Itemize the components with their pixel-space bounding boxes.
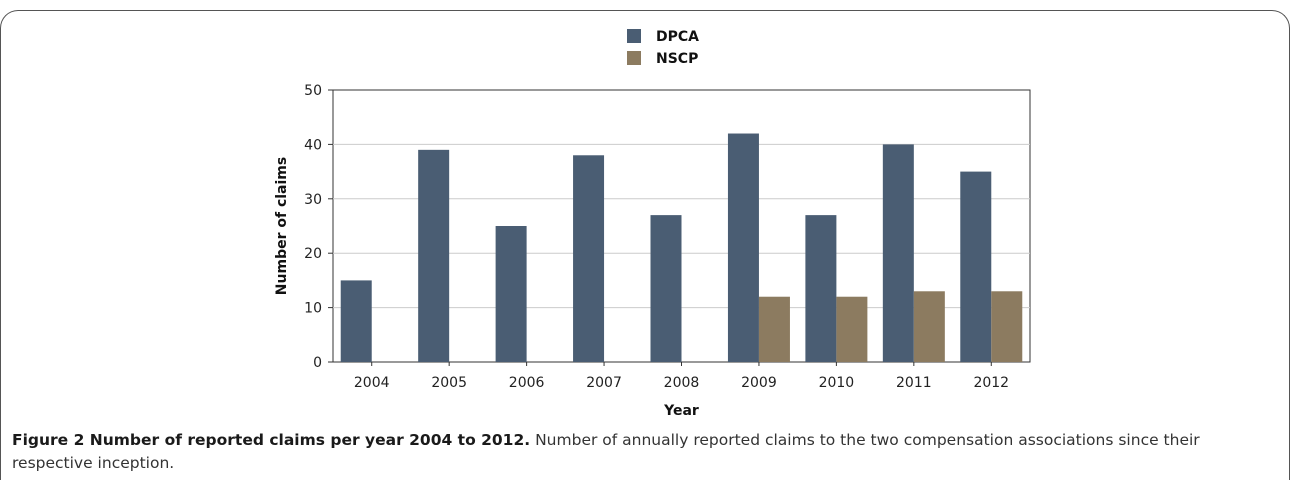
bar-nscp (758, 296, 790, 362)
x-tick-label: 2007 (586, 375, 622, 391)
legend-swatch-nscp (627, 51, 641, 65)
y-tick-label: 20 (304, 246, 322, 262)
x-tick-label: 2011 (896, 375, 932, 391)
legend-label-nscp: NSCP (656, 51, 698, 67)
x-axis-label: Year (663, 403, 699, 419)
y-tick-label: 10 (304, 301, 322, 317)
caption-label: Figure 2 Number of reported claims per y… (12, 431, 531, 449)
x-tick-label: 2004 (354, 375, 390, 391)
x-tick-label: 2006 (509, 375, 545, 391)
y-tick-label: 0 (313, 355, 322, 371)
y-axis-label: Number of claims (274, 157, 290, 295)
bar-dpca (340, 280, 372, 362)
x-tick-label: 2009 (741, 375, 777, 391)
bar-dpca (805, 215, 837, 362)
caption-text: Number of annually reported claims to th… (12, 431, 1200, 472)
bar-dpca (418, 149, 450, 362)
legend-label-dpca: DPCA (656, 29, 699, 45)
y-tick-label: 30 (304, 192, 322, 208)
bar-dpca (650, 215, 682, 362)
bar-dpca (495, 226, 527, 362)
x-tick-label: 2010 (819, 375, 855, 391)
bar-dpca (882, 144, 914, 362)
bar-nscp (991, 291, 1023, 362)
legend-swatch-dpca (627, 29, 641, 43)
y-tick-label: 50 (304, 83, 322, 99)
bar-dpca (727, 133, 759, 362)
figure-caption: Figure 2 Number of reported claims per y… (12, 429, 1272, 475)
figure-frame (0, 10, 1290, 480)
bar-nscp (913, 291, 945, 362)
x-tick-label: 2008 (664, 375, 700, 391)
bar-dpca (960, 171, 992, 362)
x-tick-label: 2005 (431, 375, 467, 391)
y-tick-label: 40 (304, 137, 322, 153)
bar-nscp (836, 296, 868, 362)
x-tick-label: 2012 (973, 375, 1009, 391)
bar-chart: 0 10 20 30 40 50 2004 2005 2006 2007 2008 2009 2010 2… (274, 29, 1031, 419)
bar-dpca (573, 155, 605, 362)
